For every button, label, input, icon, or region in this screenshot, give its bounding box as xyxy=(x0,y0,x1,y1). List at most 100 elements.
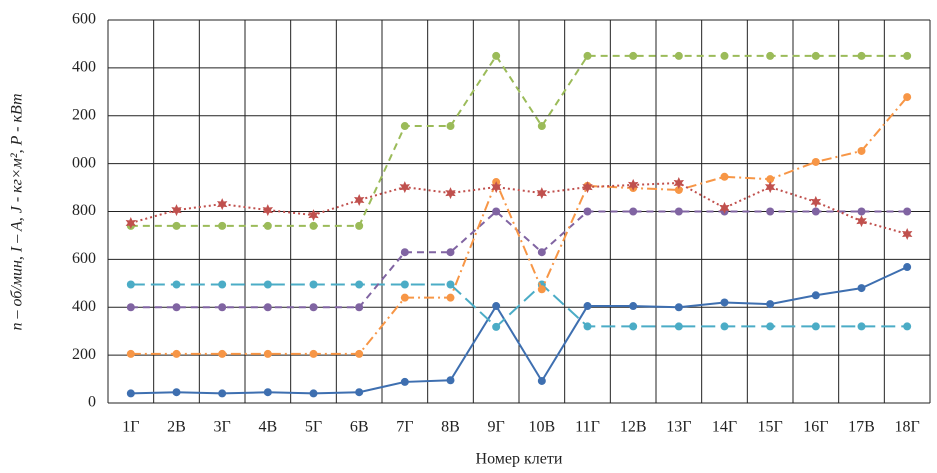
x-axis-title: Номер клети xyxy=(476,451,563,468)
marker xyxy=(629,51,638,60)
marker xyxy=(583,51,592,60)
marker xyxy=(355,221,364,230)
marker xyxy=(903,322,912,331)
marker xyxy=(720,172,729,181)
marker xyxy=(810,195,821,208)
marker xyxy=(446,248,455,257)
marker xyxy=(720,322,729,331)
marker xyxy=(537,376,546,385)
marker xyxy=(857,322,866,331)
x-tick-label: 2В xyxy=(167,419,186,436)
marker xyxy=(583,207,592,216)
marker xyxy=(399,181,410,194)
marker xyxy=(492,207,501,216)
marker xyxy=(857,146,866,155)
marker xyxy=(903,51,912,60)
marker xyxy=(766,322,775,331)
marker xyxy=(125,217,136,229)
marker xyxy=(492,51,501,60)
x-tick-label: 17В xyxy=(848,419,875,436)
marker xyxy=(537,285,546,294)
marker xyxy=(766,175,775,184)
marker xyxy=(262,204,273,217)
marker xyxy=(536,187,547,200)
marker xyxy=(309,303,318,312)
series-line xyxy=(130,283,908,329)
marker xyxy=(537,122,546,131)
marker xyxy=(811,291,820,300)
marker xyxy=(354,194,365,206)
marker xyxy=(903,207,912,216)
marker xyxy=(719,201,730,214)
marker xyxy=(172,349,181,358)
y-tick-label: 200 xyxy=(72,346,96,363)
y-tick-label: 200 xyxy=(72,106,96,123)
marker xyxy=(765,181,776,194)
y-tick-label: 800 xyxy=(72,202,96,219)
marker xyxy=(720,298,729,307)
marker xyxy=(172,221,181,230)
x-tick-label: 11Г xyxy=(575,419,600,436)
marker xyxy=(308,209,319,222)
marker xyxy=(309,389,318,398)
marker xyxy=(903,263,912,272)
marker xyxy=(766,207,775,216)
marker xyxy=(674,303,683,312)
y-tick-label: 0 xyxy=(88,394,96,411)
marker xyxy=(309,221,318,230)
marker xyxy=(446,280,455,289)
marker xyxy=(171,204,182,217)
x-tick-label: 9Г xyxy=(488,419,505,436)
x-tick-label: 3Г xyxy=(214,419,231,436)
marker xyxy=(446,122,455,131)
marker xyxy=(811,51,820,60)
marker xyxy=(309,349,318,358)
marker xyxy=(491,181,502,194)
marker xyxy=(355,280,364,289)
series-line xyxy=(130,210,908,309)
marker xyxy=(766,51,775,60)
marker xyxy=(263,303,272,312)
marker xyxy=(674,51,683,60)
marker xyxy=(355,388,364,397)
marker xyxy=(856,215,867,228)
x-tick-label: 14Г xyxy=(712,419,737,436)
marker xyxy=(400,280,409,289)
marker xyxy=(674,185,683,194)
marker xyxy=(628,178,639,191)
marker xyxy=(446,293,455,302)
marker xyxy=(674,207,683,216)
marker xyxy=(263,349,272,358)
y-tick-label: 600 xyxy=(72,11,96,28)
marker xyxy=(445,187,456,200)
series-line xyxy=(130,54,908,227)
marker xyxy=(218,280,227,289)
marker xyxy=(126,303,135,312)
x-tick-label: 10В xyxy=(528,419,555,436)
marker xyxy=(218,389,227,398)
marker xyxy=(400,293,409,302)
marker xyxy=(629,302,638,311)
x-tick-label: 8В xyxy=(441,419,460,436)
x-tick-label: 12В xyxy=(620,419,647,436)
marker xyxy=(172,388,181,397)
marker xyxy=(583,302,592,311)
marker xyxy=(400,248,409,257)
marker xyxy=(492,302,501,311)
marker xyxy=(355,349,364,358)
marker xyxy=(218,303,227,312)
marker xyxy=(400,122,409,131)
marker xyxy=(903,93,912,102)
marker xyxy=(811,157,820,166)
y-axis-title: n – об/мин, I – A, J - кг×м², P - кВт xyxy=(9,93,26,330)
marker xyxy=(857,51,866,60)
marker xyxy=(811,322,820,331)
marker xyxy=(446,376,455,385)
x-tick-label: 6В xyxy=(350,419,369,436)
x-tick-label: 13Г xyxy=(666,419,691,436)
marker xyxy=(217,198,228,211)
marker xyxy=(902,228,913,240)
marker xyxy=(126,280,135,289)
marker xyxy=(218,349,227,358)
series-line xyxy=(130,266,908,395)
